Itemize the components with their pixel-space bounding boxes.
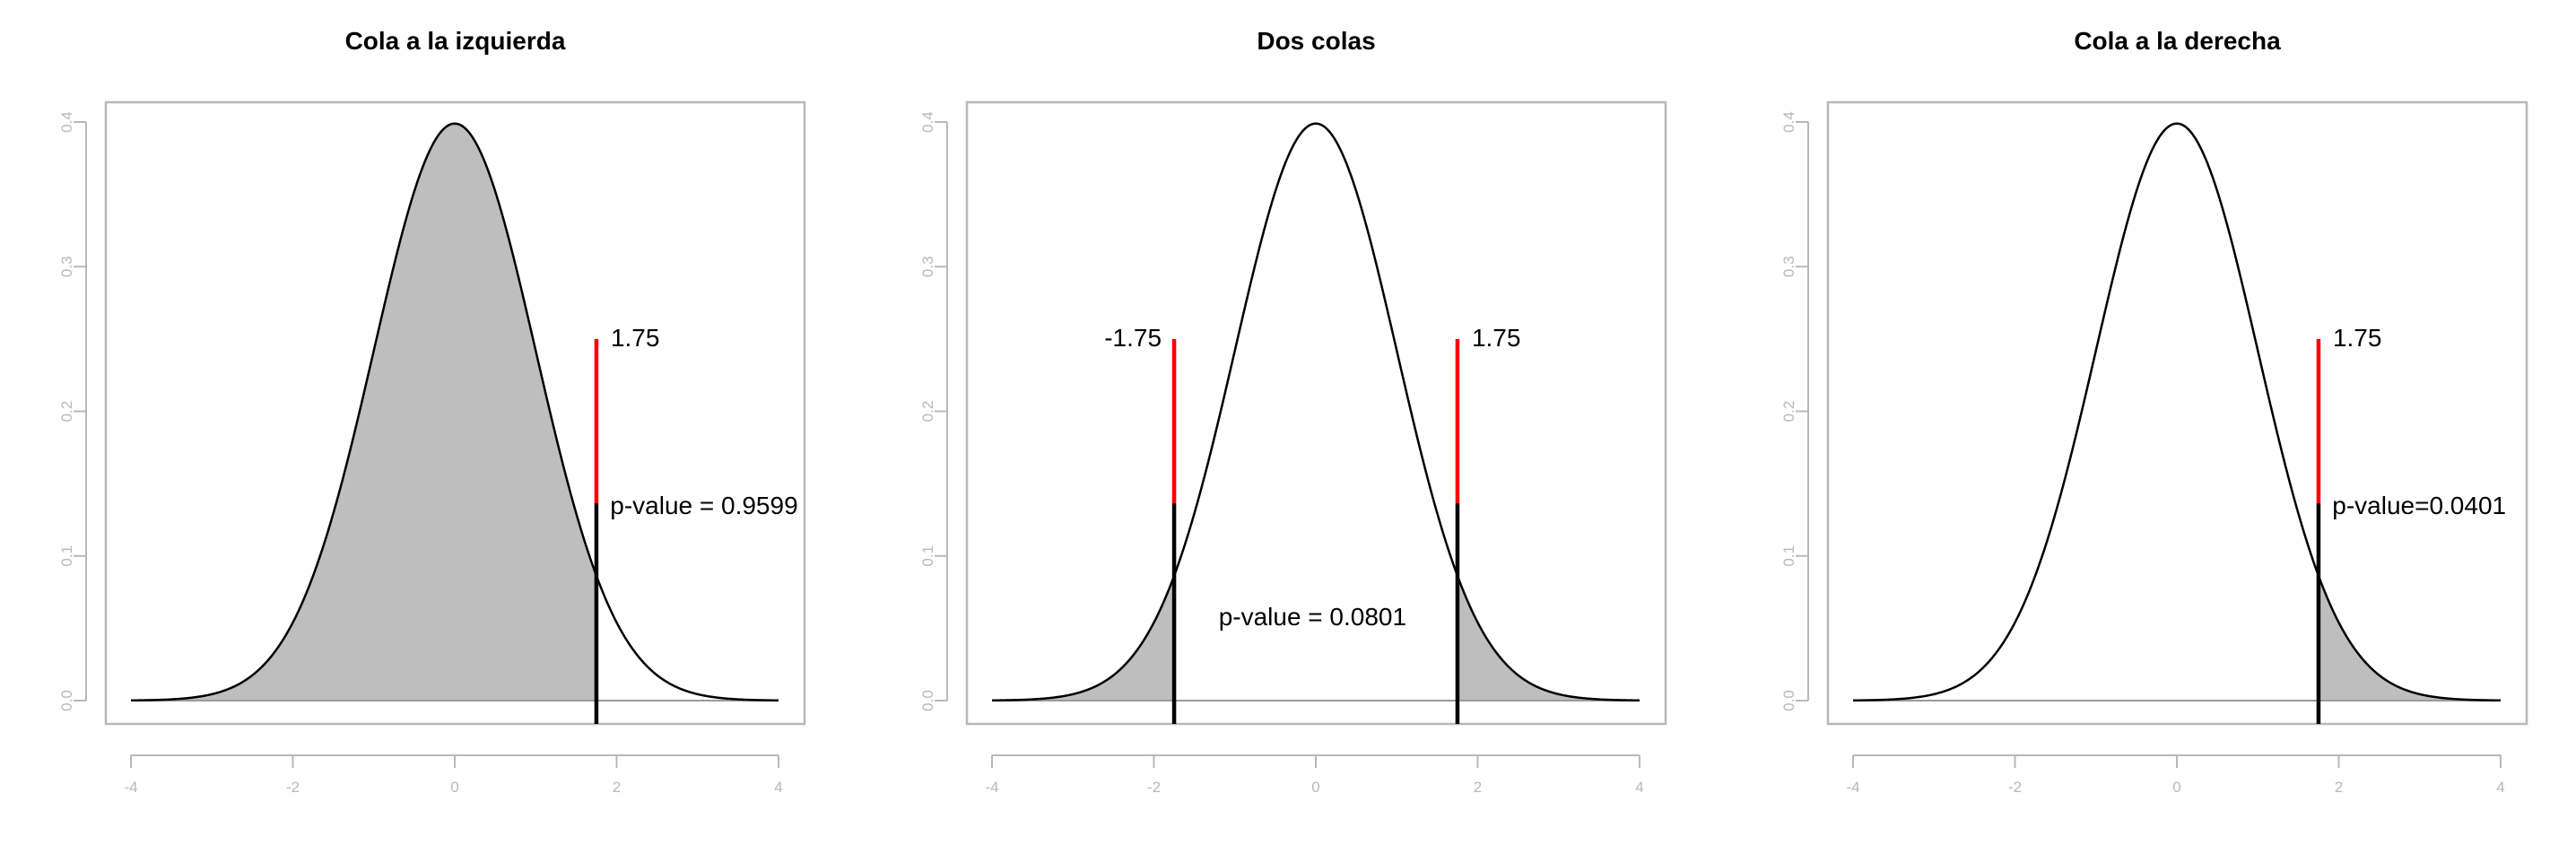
y-tick-label: 0.2 (58, 401, 75, 423)
x-tick-label: 2 (2335, 779, 2343, 796)
shaded-area-0 (131, 123, 596, 701)
plot-frame (104, 100, 806, 726)
p-value-label: p-value = 0.9599 (610, 492, 797, 519)
panel-title: Cola a la izquierda (345, 27, 566, 55)
cutoff-label-0: 1.75 (611, 324, 660, 352)
density-curve (130, 122, 779, 702)
p-value-label: p-value=0.0401 (2332, 492, 2506, 519)
y-tick-label: 0.2 (919, 401, 936, 423)
x-tick-label: -2 (286, 779, 300, 796)
y-tick-label: 0.4 (1780, 111, 1797, 133)
x-tick-label: -4 (985, 779, 998, 796)
x-tick-label: -4 (124, 779, 137, 796)
y-tick-label: 0.3 (919, 256, 936, 277)
y-tick-label: 0.4 (919, 111, 936, 133)
density-curve (1852, 122, 2502, 702)
cutoff-label-0: 1.75 (2333, 324, 2382, 352)
plot-frame (1826, 100, 2528, 726)
y-tick-label: 0.0 (919, 690, 936, 711)
shaded-area-0 (992, 575, 1175, 701)
x-tick-label: 0 (2172, 779, 2180, 796)
shaded-area-1 (1457, 575, 1640, 701)
x-tick-label: 4 (2496, 779, 2504, 796)
panel-title: Dos colas (1257, 27, 1375, 55)
cutoff-label-0: -1.75 (1104, 324, 1162, 352)
y-tick-label: 0.3 (58, 256, 75, 277)
y-tick-label: 0.3 (1780, 256, 1797, 277)
x-tick-label: -2 (1147, 779, 1161, 796)
x-tick-label: -2 (2008, 779, 2022, 796)
x-tick-label: 2 (613, 779, 621, 796)
x-tick-label: 4 (774, 779, 782, 796)
panel-title: Cola a la derecha (2074, 27, 2281, 55)
y-tick-label: 0.0 (58, 690, 75, 711)
cutoff-label-1: 1.75 (1472, 324, 1521, 352)
panel-two-tails: Dos colas -1.75 1.75 p-value = 0.0801 -4 -2 0 2… (919, 27, 1667, 796)
y-tick-label: 0.1 (58, 545, 75, 567)
p-value-label: p-value = 0.0801 (1219, 603, 1406, 631)
panel-left-tail: Cola a la izquierda 1.75 p-value = 0.9599 -… (58, 27, 806, 796)
plot-frame (965, 100, 1667, 726)
y-tick-label: 0.1 (919, 545, 936, 567)
x-tick-label: 2 (1474, 779, 1482, 796)
x-tick-label: 4 (1635, 779, 1643, 796)
y-tick-label: 0.0 (1780, 690, 1797, 711)
x-tick-label: 0 (1311, 779, 1319, 796)
y-tick-label: 0.4 (58, 111, 75, 133)
shaded-area-0 (2318, 575, 2501, 701)
panel-right-tail: Cola a la derecha 1.75 p-value=0.0401 -4 -2 0… (1780, 27, 2528, 796)
y-tick-label: 0.2 (1780, 401, 1797, 423)
x-tick-label: 0 (450, 779, 458, 796)
x-tick-label: -4 (1846, 779, 1859, 796)
y-tick-label: 0.1 (1780, 545, 1797, 567)
density-curve (991, 122, 1640, 702)
